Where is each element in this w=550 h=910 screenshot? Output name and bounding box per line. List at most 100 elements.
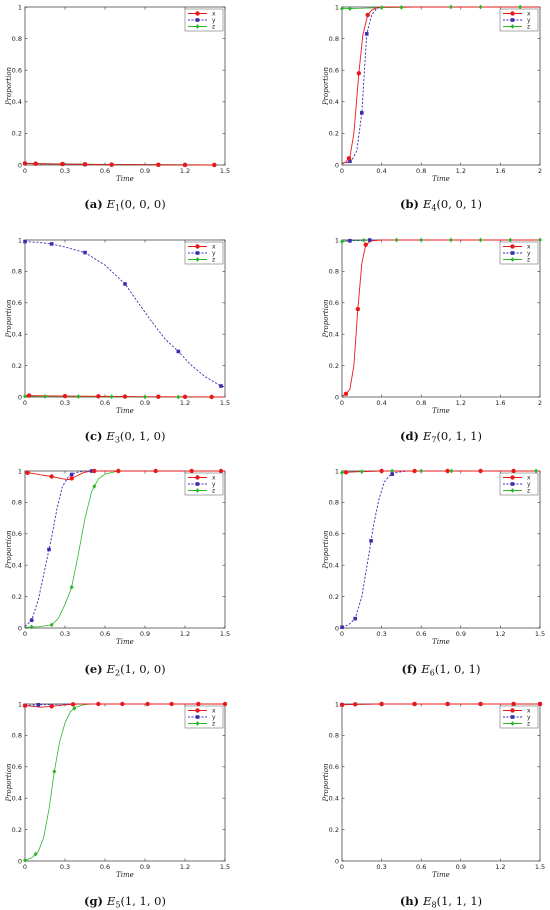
data-point-x xyxy=(196,701,201,707)
y-tick-label: 1 xyxy=(335,700,339,708)
caption-letter: E xyxy=(422,429,432,443)
data-point-y xyxy=(367,238,372,242)
data-point-x xyxy=(365,12,370,18)
axes-frame xyxy=(24,6,226,166)
x-tick-label: 1.6 xyxy=(495,399,505,407)
axes-frame xyxy=(24,470,226,629)
subplot-h: 0 0.3 0.6 0.9 1.2 1.5 0 0.2 0.4 0.6 0.8 1 Time Propor… xyxy=(322,700,545,909)
data-point-x xyxy=(189,468,194,474)
x-tick-label: 0.9 xyxy=(140,399,150,407)
legend-marker-x xyxy=(195,11,200,16)
axes-frame xyxy=(24,703,226,862)
legend-box xyxy=(499,472,539,496)
y-tick-label: 0.8 xyxy=(12,35,22,43)
data-point-z xyxy=(379,5,384,11)
series-line-x xyxy=(24,162,215,166)
data-point-x xyxy=(96,701,101,707)
y-tick-label: 0.6 xyxy=(12,530,22,538)
y-tick-label: 0.4 xyxy=(12,562,22,570)
x-tick-label: 1.2 xyxy=(456,167,466,175)
legend-marker-y xyxy=(195,715,200,719)
data-point-x xyxy=(116,468,121,474)
series-line-x xyxy=(24,470,225,481)
data-point-z xyxy=(508,237,513,243)
x-axis-label: Time xyxy=(116,871,134,879)
legend-marker-z xyxy=(510,24,515,29)
legend-label-z: z xyxy=(527,257,530,264)
subplot-caption: (g) E5(1, 1, 0) xyxy=(84,894,166,910)
subplot-caption: (d) E7(0, 1, 1) xyxy=(400,429,482,445)
series-line-y xyxy=(24,241,226,388)
y-tick-label: 0.2 xyxy=(12,362,22,370)
x-tick-label: 0.9 xyxy=(140,863,150,871)
axes-frame xyxy=(341,703,541,862)
data-point-z xyxy=(448,237,453,243)
caption-subscript: 5 xyxy=(115,901,120,910)
caption-letter: E xyxy=(422,894,432,908)
legend-marker-y xyxy=(195,18,200,22)
data-point-y xyxy=(340,625,344,630)
legend-label-x: x xyxy=(527,475,531,482)
data-point-y xyxy=(47,547,51,552)
data-point-y xyxy=(348,159,352,164)
data-point-x xyxy=(70,702,76,707)
legend-marker-x xyxy=(195,708,200,713)
x-tick-label: 0 xyxy=(23,630,27,638)
y-axis-label: Proportion xyxy=(322,66,330,106)
data-point-z xyxy=(534,468,539,474)
x-tick-label: 0.9 xyxy=(140,167,150,175)
y-tick-label: 0.8 xyxy=(329,499,339,507)
x-tick-label: 0.6 xyxy=(100,863,110,871)
x-tick-label: 0 xyxy=(340,399,344,407)
y-axis-label: Proportion xyxy=(5,763,13,803)
subplot-f: 0 0.3 0.6 0.9 1.2 1.5 0 0.2 0.4 0.6 0.8 1 Time Propor… xyxy=(322,467,545,677)
y-tick-label: 0.8 xyxy=(329,732,339,740)
data-point-x xyxy=(356,71,362,76)
caption-label: (g) xyxy=(84,894,107,908)
data-point-x xyxy=(62,393,68,399)
data-point-z xyxy=(76,394,81,399)
data-point-y xyxy=(123,282,127,286)
x-tick-label: 0.9 xyxy=(456,863,466,871)
data-point-x xyxy=(218,468,224,474)
subplot-caption: (a) E1(0, 0, 0) xyxy=(84,197,165,213)
data-point-z xyxy=(359,469,364,474)
legend-label-z: z xyxy=(527,24,530,31)
y-tick-label: 0.2 xyxy=(12,130,22,138)
data-point-z xyxy=(340,239,344,244)
legend-marker-x xyxy=(510,244,515,249)
x-axis-label: Time xyxy=(116,638,134,646)
legend-marker-x xyxy=(510,11,515,16)
legend-marker-z xyxy=(510,721,515,726)
caption-letter: E xyxy=(420,662,430,676)
subplot-caption: (h) E8(1, 1, 1) xyxy=(400,894,482,910)
data-point-x xyxy=(445,701,450,707)
y-tick-label: 0.2 xyxy=(329,593,339,601)
data-point-z xyxy=(419,468,424,474)
legend-label-y: y xyxy=(527,481,531,488)
data-point-y xyxy=(360,111,364,115)
data-point-z xyxy=(29,624,34,630)
x-tick-label: 0.9 xyxy=(456,630,466,638)
x-axis-label: Time xyxy=(116,407,134,415)
x-tick-label: 1.5 xyxy=(535,863,545,871)
data-point-z xyxy=(43,394,47,399)
y-tick-label: 0 xyxy=(335,393,339,401)
x-axis-label: Time xyxy=(432,871,450,879)
data-point-x xyxy=(169,701,174,707)
data-point-y xyxy=(390,472,394,476)
axes-frame xyxy=(341,239,541,398)
legend-marker-y xyxy=(195,251,200,255)
legend: xyz xyxy=(499,241,539,265)
y-tick-label: 0.6 xyxy=(329,67,339,75)
y-tick-label: 0 xyxy=(335,161,339,169)
legend-marker-z xyxy=(195,488,200,493)
x-tick-label: 0 xyxy=(23,167,27,175)
x-tick-label: 1.2 xyxy=(180,863,190,871)
y-axis-label: Proportion xyxy=(5,299,13,339)
x-tick-label: 2 xyxy=(538,167,542,175)
legend-label-z: z xyxy=(212,488,215,495)
data-point-x xyxy=(445,468,450,474)
data-point-z xyxy=(52,769,57,774)
